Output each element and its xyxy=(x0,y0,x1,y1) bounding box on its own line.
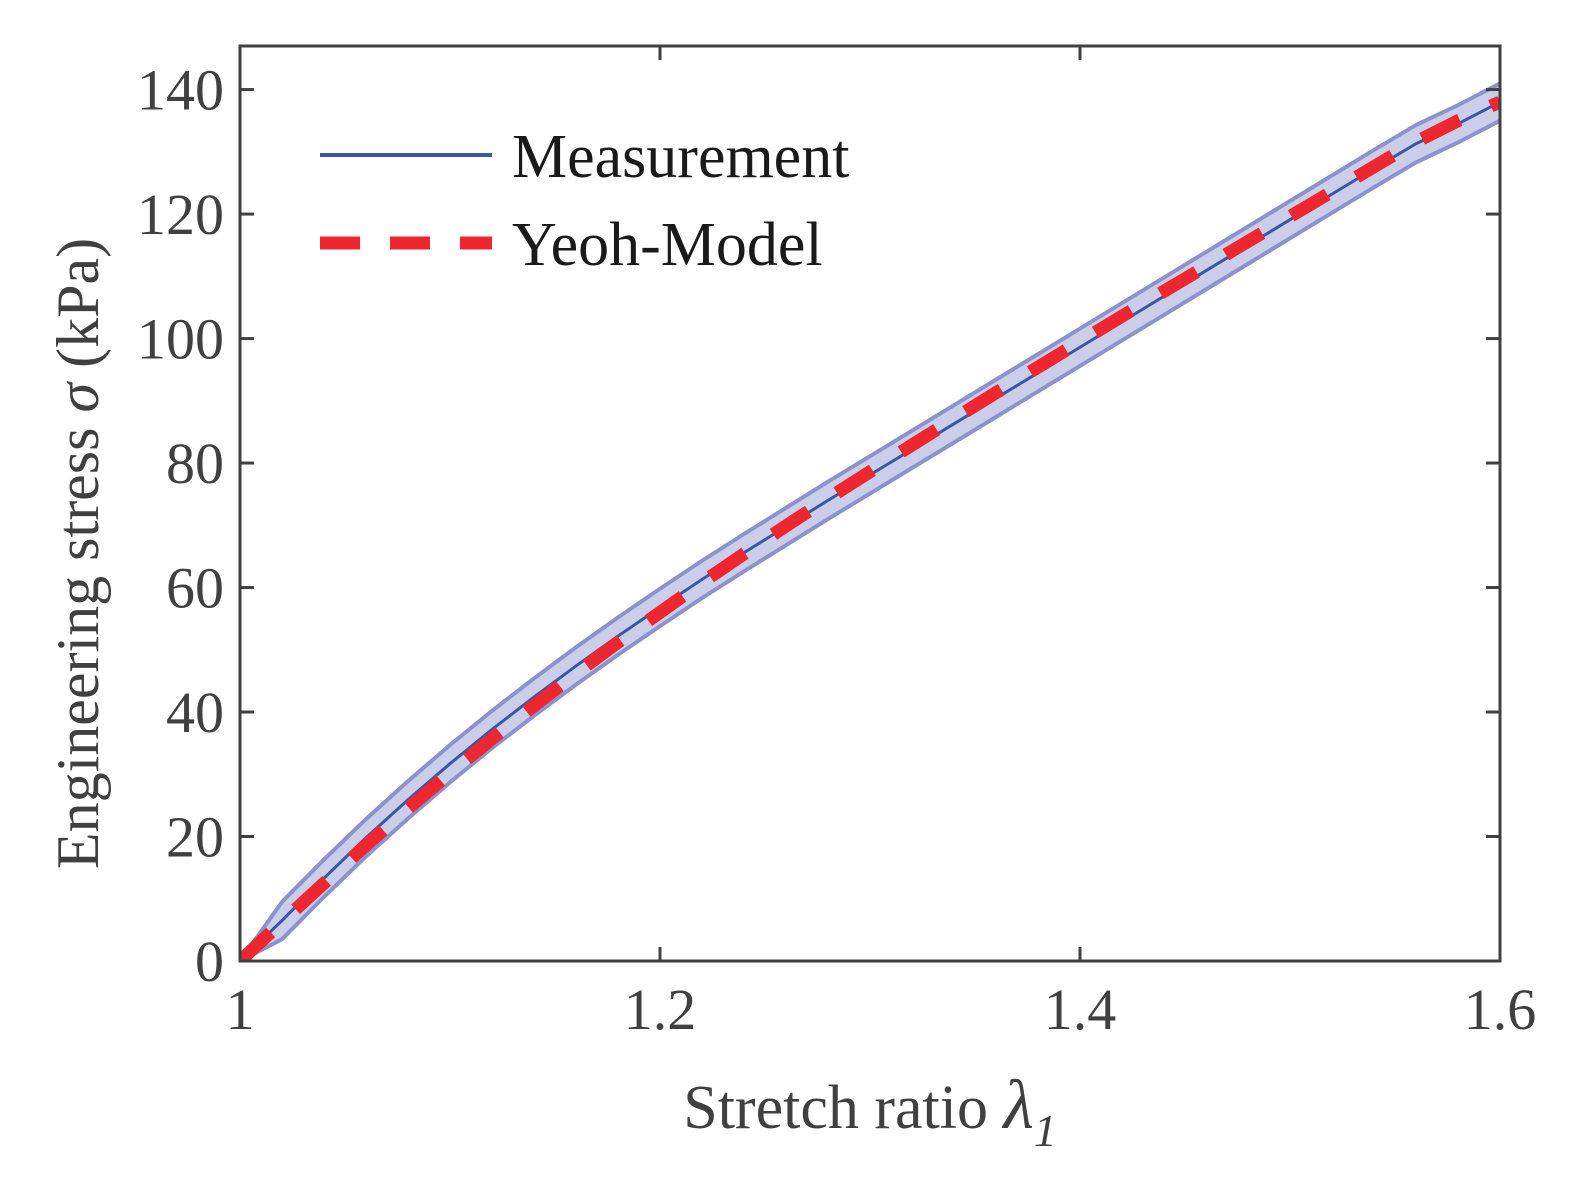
y-tick-label: 80 xyxy=(166,431,224,496)
x-tick-label: 1.4 xyxy=(1044,977,1117,1042)
x-axis-label: Stretch ratio λ1 xyxy=(683,1067,1057,1156)
y-tick-label: 140 xyxy=(137,58,224,123)
y-axis-label-symbol: σ xyxy=(45,381,111,413)
y-axis-label-unit: (kPa) xyxy=(45,238,111,383)
legend-measurement-label: Measurement xyxy=(512,123,849,191)
measurement-line xyxy=(240,100,1500,961)
x-tick-label: 1 xyxy=(226,977,255,1042)
x-tick-label: 1.6 xyxy=(1464,977,1537,1042)
x-tick-label: 1.2 xyxy=(624,977,697,1042)
y-tick-label: 20 xyxy=(166,805,224,870)
y-tick-label: 0 xyxy=(195,929,224,994)
y-tick-label: 100 xyxy=(137,307,224,372)
measurement-band-lower xyxy=(240,118,1500,961)
y-axis-label-text: Engineering stress xyxy=(45,413,111,870)
y-axis-label: Engineering stress σ (kPa) xyxy=(45,238,111,869)
axes-frame xyxy=(238,44,1502,963)
x-axis-label-subscript: 1 xyxy=(1034,1105,1057,1156)
x-axis-label-symbol: λ xyxy=(1001,1067,1033,1144)
yeoh-model-line xyxy=(240,96,1500,961)
legend-yeoh-model-label: Yeoh-Model xyxy=(512,211,823,279)
y-tick-label: 40 xyxy=(166,680,224,745)
x-axis-label-text: Stretch ratio xyxy=(683,1074,1003,1142)
y-tick-label: 120 xyxy=(137,182,224,247)
measurement-band-upper xyxy=(240,81,1500,961)
measurement-band xyxy=(240,83,1500,961)
y-tick-label: 60 xyxy=(166,556,224,621)
